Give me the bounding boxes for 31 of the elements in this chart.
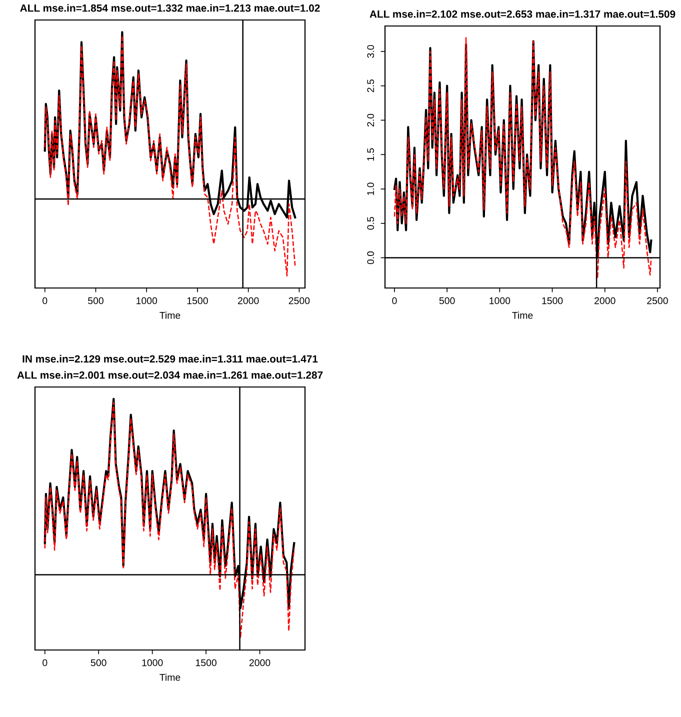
y-tick-label: 1.0 xyxy=(367,182,374,195)
y-tick-label: 1.5 xyxy=(367,148,374,161)
chart-title: ALL mse.in=2.102 mse.out=2.653 mae.in=1.317 mae.out=1.509 xyxy=(370,10,676,18)
x-tick-label: 1500 xyxy=(196,659,216,666)
x-tick-label: 2000 xyxy=(249,659,270,666)
chart-title: ALL mse.in=1.854 mse.out=1.332 mae.in=1.213 mae.out=1.02 xyxy=(20,4,320,12)
y-tick-label: 0.5 xyxy=(367,217,374,230)
x-tick-label: 1000 xyxy=(142,659,163,666)
x-axis-title: Time xyxy=(160,674,180,681)
x-tick-label: 500 xyxy=(439,297,455,304)
x-tick-label: 1500 xyxy=(187,297,208,304)
x-tick-label: 2500 xyxy=(288,297,310,304)
x-tick-label: 1000 xyxy=(136,297,158,304)
x-axis-title: Time xyxy=(160,312,180,319)
x-tick-label: 500 xyxy=(90,659,106,666)
y-tick-label: 2.5 xyxy=(367,79,374,92)
x-tick-label: 2000 xyxy=(594,297,616,304)
x-tick-label: 0 xyxy=(392,297,397,304)
chart-title: IN mse.in=2.129 mse.out=2.529 mae.in=1.311 mae.out=1.471 xyxy=(22,354,318,363)
x-tick-label: 2500 xyxy=(647,297,668,304)
chart-subtitle: ALL mse.in=2.001 mse.out=2.034 mae.in=1.261 mae.out=1.287 xyxy=(17,371,323,379)
x-tick-label: 500 xyxy=(88,297,104,304)
x-tick-label: 2000 xyxy=(238,297,259,304)
x-tick-label: 1500 xyxy=(542,297,563,304)
x-tick-label: 0 xyxy=(42,659,48,666)
y-tick-label: 3.0 xyxy=(367,45,374,58)
y-tick-label: 0.0 xyxy=(367,251,374,264)
x-axis-title: Time xyxy=(512,312,533,319)
x-tick-label: 1000 xyxy=(490,297,510,304)
x-tick-label: 0 xyxy=(42,297,48,304)
y-tick-label: 2.0 xyxy=(367,114,374,126)
